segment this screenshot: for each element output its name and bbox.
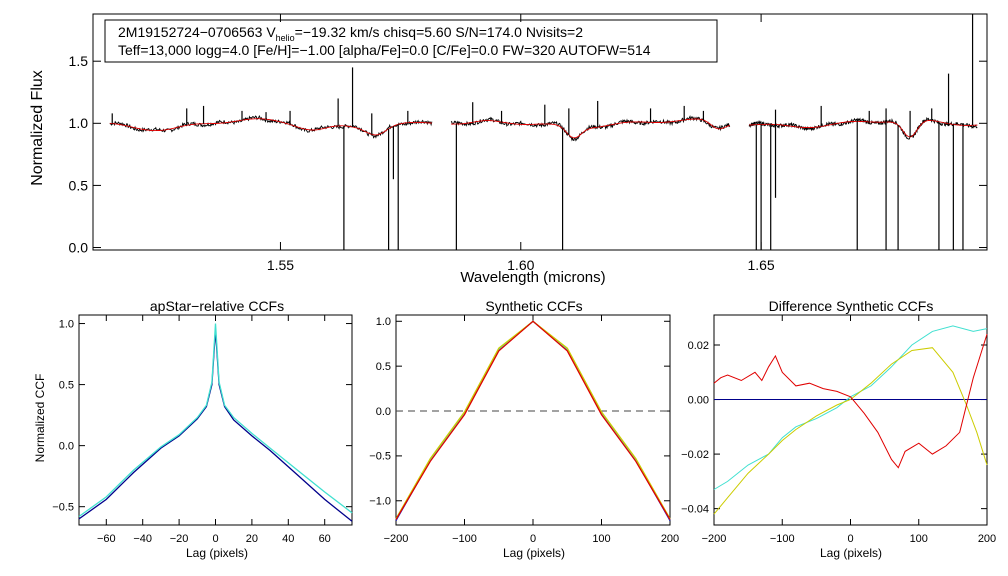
synthetic-ccf-series-synth-2 [395, 320, 671, 520]
spectrum-x-tick-label: 1.60 [507, 257, 534, 273]
apstar-ccf-y-tick-label: −0.5 [52, 502, 74, 514]
apstar-ccf-axes: −60 −40 −20 0 20 40 60 −0.5 0.0 0.5 1.0 [52, 314, 353, 545]
apstar-ccf-y-tick-label: 0.0 [59, 440, 74, 452]
apstar-ccf-x-tick-label: 20 [246, 533, 258, 545]
synthetic-ccf-axes: −200 −100 0 100 200 −1.0 −0.5 0.0 0.5 1.0 [369, 314, 679, 545]
spectrum-y-tick-label: 1.0 [69, 115, 89, 131]
spectrum-axes: 1.55 1.60 1.65 0.0 0.5 1.0 1.5 [69, 13, 988, 273]
difference-ccf-x-tick-label: −100 [770, 533, 795, 545]
spectrum-y-tick-label: 0.0 [69, 239, 89, 255]
spectrum-y-tick-label: 1.5 [69, 53, 89, 69]
difference-ccf-y-tick-label: −0.02 [681, 449, 709, 461]
synthetic-ccf-x-tick-label: −200 [384, 533, 409, 545]
apstar-ccf-frame [78, 314, 353, 526]
synthetic-ccf-y-tick-label: 1.0 [376, 316, 391, 328]
difference-ccf-y-tick-label: 0.00 [688, 394, 709, 406]
annotation-vhelio-label: V [266, 24, 276, 40]
apstar-ccf-x-tick-label: −20 [170, 533, 189, 545]
difference-ccf-y-tick-label: 0.02 [688, 340, 709, 352]
synthetic-ccf-y-tick-label: 0.0 [376, 406, 391, 418]
difference-ccf-x-tick-label: −200 [702, 533, 727, 545]
apstar-ccf-y-tick-label: 0.5 [59, 379, 74, 391]
spectrum-synthetic-chip-3 [749, 119, 978, 138]
annotation-line-2: Teff=13,000 logg=4.0 [Fe/H]=−1.00 [alpha… [118, 42, 651, 58]
synthetic-ccf-series-synth-3 [395, 320, 671, 520]
spectrum-y-tick-label: 0.5 [69, 177, 89, 193]
difference-ccf-series-diff-3 [713, 347, 988, 515]
synthetic-ccf-title: Synthetic CCFs [485, 298, 582, 314]
difference-ccf-frame [713, 314, 988, 526]
spectrum-synthetic-chip-2 [451, 118, 731, 139]
synthetic-ccf-y-tick-label: 0.5 [376, 361, 391, 373]
synthetic-ccf-x-tick-label: 200 [661, 533, 679, 545]
synthetic-ccf-frame [395, 314, 671, 526]
synthetic-ccf-x-tick-label: 100 [592, 533, 610, 545]
spectrum-annotation: 2M19152724−0706563 Vhelio=−19.32 km/s ch… [104, 19, 718, 63]
difference-ccf-x-tick-label: 0 [847, 533, 853, 545]
apstar-ccf-y-tick-label: 1.0 [59, 318, 74, 330]
difference-ccf-series-diff-4 [713, 333, 988, 469]
spectrum-panel: Normalized Flux Wavelength (microns) 2M1… [29, 19, 718, 286]
synthetic-ccf-x-label: Lag (pixels) [503, 546, 565, 560]
apstar-ccf-x-tick-label: −60 [97, 533, 116, 545]
difference-ccf-title: Difference Synthetic CCFs [769, 298, 934, 314]
difference-ccf-series-diff-2 [713, 325, 988, 490]
annotation-line-1-rest: =−19.32 km/s chisq=5.60 S/N=174.0 Nvisit… [295, 24, 584, 40]
spectrum-observed-chip-2 [450, 115, 731, 142]
apstar-ccf-series-visit-2 [78, 323, 353, 518]
annotation-box [104, 19, 718, 63]
spectrum-x-tick-label: 1.65 [747, 257, 774, 273]
synthetic-ccf-x-tick-label: −100 [452, 533, 477, 545]
synthetic-ccf-series-synth-4 [395, 320, 671, 520]
spectrum-synthetic-chip-1 [109, 118, 432, 136]
apstar-ccf-x-tick-label: 60 [319, 533, 331, 545]
apstar-ccf-x-tick-label: 0 [212, 533, 218, 545]
apstar-ccf-x-tick-label: −40 [133, 533, 152, 545]
annotation-vhelio-sub: helio [276, 33, 295, 43]
apstar-ccf-y-label: Normalized CCF [33, 374, 47, 463]
spectrum-y-label: Normalized Flux [29, 70, 46, 186]
difference-ccf-axes: −200 −100 0 100 200 −0.04 −0.02 0.00 0.02 [681, 314, 996, 545]
apstar-ccf-series-visit-1 [78, 329, 353, 522]
spectrum-observed-chip-1 [109, 115, 433, 139]
spectrum-x-tick-label: 1.55 [267, 257, 294, 273]
synthetic-ccf-y-tick-label: −1.0 [369, 496, 391, 508]
spectrum-frame [92, 13, 988, 251]
annotation-line-1: 2M19152724−0706563 Vhelio=−19.32 km/s ch… [118, 24, 583, 43]
difference-ccf-x-tick-label: 100 [910, 533, 928, 545]
apstar-ccf-x-tick-label: 40 [282, 533, 294, 545]
synthetic-ccf-series-synth-1 [395, 320, 671, 521]
synthetic-ccf-y-tick-label: −0.5 [369, 451, 391, 463]
difference-ccf-y-tick-label: −0.04 [681, 503, 709, 515]
difference-ccf-x-label: Lag (pixels) [820, 546, 882, 560]
spectrum-x-label: Wavelength (microns) [460, 269, 605, 286]
difference-ccf-x-tick-label: 200 [978, 533, 996, 545]
synthetic-ccf-x-tick-label: 0 [530, 533, 536, 545]
apstar-ccf-title: apStar−relative CCFs [150, 298, 284, 314]
annotation-star-id: 2M19152724−0706563 [118, 24, 263, 40]
apstar-ccf-x-label: Lag (pixels) [186, 546, 248, 560]
